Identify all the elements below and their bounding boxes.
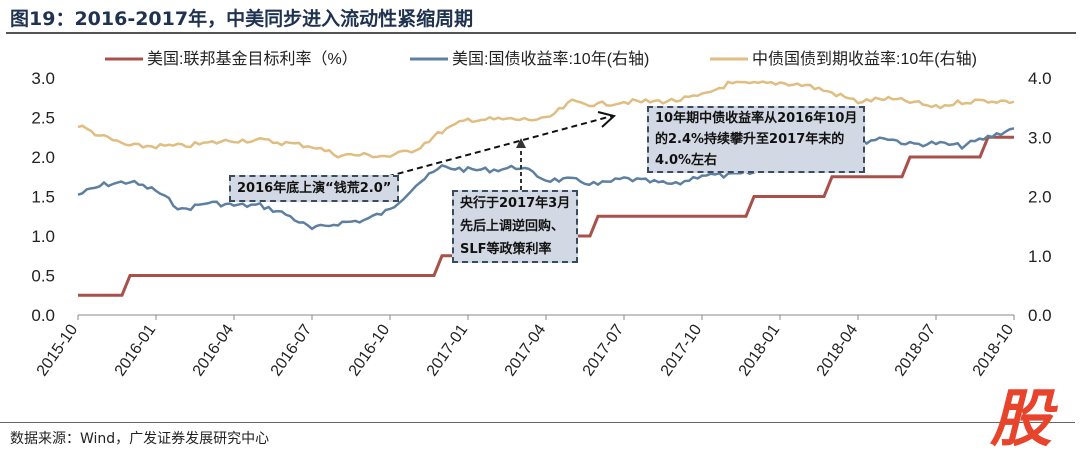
trend-arrow [329,115,613,193]
y-left-tick-label: 2.5 [31,109,55,128]
y-left-tick-label: 0.5 [31,267,55,286]
y-right-tick-label: 3.0 [1028,128,1052,147]
y-left-tick-label: 1.5 [31,188,55,207]
annotation-line: 先后上调逆回购、 [460,219,565,234]
y-left-tick-label: 3.0 [31,69,55,88]
y-right-tick-label: 4.0 [1028,69,1052,88]
x-tick-label: 2018-07 [892,321,940,379]
annotation-line: 的2.4%持续攀升至2017年末的 [655,132,845,147]
watermark-logo: 股 [990,382,1053,455]
annotation-text: 2016年底上演“钱荒2.0” [237,181,392,196]
x-tick-label: 2016-04 [190,321,238,379]
x-tick-label: 2016-07 [268,321,316,379]
legend-label: 中债国债到期收益率:10年(右轴) [752,50,977,68]
legend-label: 美国:联邦基金目标利率（%） [147,50,358,68]
annotation-money-crunch: 2016年底上演“钱荒2.0” [229,175,400,202]
bottom-divider [0,422,1075,423]
legend-label: 美国:国债收益率:10年(右轴) [452,50,649,68]
legend: 美国:联邦基金目标利率（%） 美国:国债收益率:10年(右轴) 中债国债到期收益率:… [105,50,977,68]
pointer-arrowhead [516,138,526,148]
x-tick-label: 2017-04 [502,321,550,379]
source-note: 数据来源：Wind，广发证券发展研究中心 [10,431,270,447]
annotation-cgb-yield: 10年期中债收益率从2016年10月 的2.4%持续攀升至2017年末的 4.0… [647,106,866,173]
annotation-line: 央行于2017年3月 [460,196,571,211]
annotation-line: 10年期中债收益率从2016年10月 [655,111,858,126]
y-left-tick-label: 1.0 [31,227,55,246]
figure-title: 图19：2016-2017年，中美同步进入流动性紧缩周期 [10,8,474,30]
series-line-2 [77,80,1015,159]
x-tick-label: 2018-10 [970,321,1018,379]
y-right-tick-label: 0.0 [1028,306,1052,325]
x-tick-label: 2017-10 [658,321,706,379]
y-left-tick-label: 2.0 [31,148,55,167]
x-tick-label: 2017-01 [424,321,472,379]
x-tick-label: 2015-10 [34,321,82,379]
x-tick-label: 2016-10 [346,321,394,379]
x-tick-label: 2018-01 [736,321,784,379]
y-left-tick-label: 0.0 [31,306,55,325]
annotation-line: 4.0%左右 [655,153,718,168]
y-right-tick-label: 1.0 [1028,247,1052,266]
x-tick-label: 2017-07 [580,321,628,379]
y-right-tick-label: 2.0 [1028,188,1052,207]
x-tick-label: 2016-01 [112,321,160,379]
annotation-pboc: 央行于2017年3月 先后上调逆回购、 SLF等政策利率 [452,190,579,263]
x-tick-label: 2018-04 [814,321,862,379]
annotation-line: SLF等政策利率 [460,242,552,257]
trend-arrowhead [597,111,617,128]
title-divider [6,32,1076,34]
